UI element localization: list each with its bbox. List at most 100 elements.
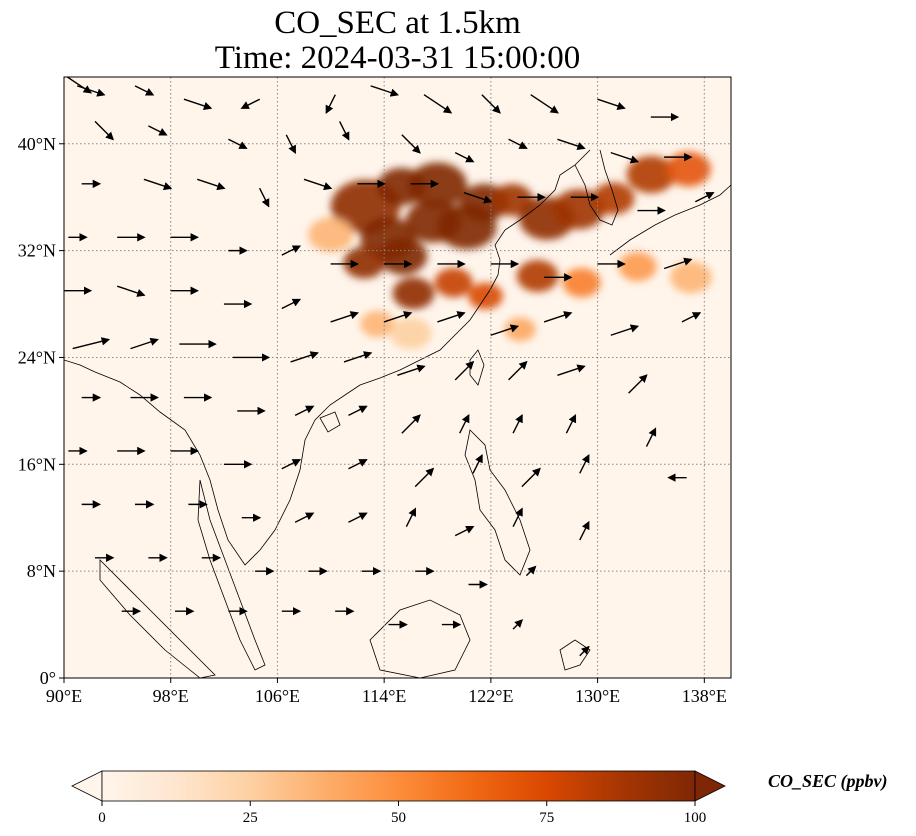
coastline-korea xyxy=(574,149,619,226)
co-plume xyxy=(665,151,711,187)
coastline-sumatra xyxy=(99,559,216,678)
wind-arrow xyxy=(330,311,359,323)
co-plume xyxy=(343,246,385,279)
wind-arrow xyxy=(281,245,302,256)
co-plume xyxy=(378,237,428,275)
wind-arrow xyxy=(512,619,524,630)
wind-arrow xyxy=(459,413,470,434)
co-plume xyxy=(308,217,354,252)
wind-arrow xyxy=(397,364,426,376)
wind-arrow xyxy=(240,98,261,109)
co-plume xyxy=(626,155,676,194)
wind-arrow xyxy=(72,337,111,350)
co-plume xyxy=(360,310,395,338)
wind-arrow xyxy=(610,151,640,164)
colorbar-extend-min xyxy=(71,770,103,802)
wind-arrow xyxy=(579,520,590,541)
wind-arrow xyxy=(525,565,537,577)
co-plume xyxy=(618,251,657,282)
x-tick-label: 106°E xyxy=(255,686,300,706)
wind-arrow xyxy=(508,138,528,149)
wind-arrow xyxy=(512,413,523,434)
x-tick-label: 130°E xyxy=(575,686,620,706)
wind-arrow xyxy=(530,94,559,114)
wind-arrow xyxy=(383,311,413,323)
wind-arrow xyxy=(557,138,586,151)
x-tick-label: 138°E xyxy=(682,686,727,706)
wind-arrow xyxy=(695,192,715,203)
x-tick-label: 114°E xyxy=(362,686,407,706)
wind-arrow xyxy=(508,360,528,381)
co-plume xyxy=(434,268,473,298)
wind-arrow xyxy=(681,312,702,323)
wind-arrow xyxy=(281,298,302,310)
wind-arrow xyxy=(258,187,270,208)
colorbar-label: CO_SEC (ppbv) xyxy=(768,771,888,791)
wind-arrow xyxy=(294,512,315,523)
co-plume xyxy=(491,183,534,216)
wind-arrow xyxy=(94,120,115,141)
wind-arrow xyxy=(437,311,466,323)
wind-arrow xyxy=(557,364,586,376)
longitude-ticks: 90°E 98°E 106°E 114°E 122°E 130°E 138°E xyxy=(46,678,727,706)
wind-arrow xyxy=(663,257,693,270)
wind-arrow xyxy=(370,85,399,97)
y-tick-label: 40°N xyxy=(18,134,56,154)
coastline-sulawesi xyxy=(559,639,591,671)
co-plume xyxy=(592,182,635,215)
wind-arrow xyxy=(565,413,577,434)
wind-arrow xyxy=(134,85,155,96)
colorbar-extend-max xyxy=(694,770,726,802)
wind-arrow xyxy=(481,94,501,114)
wind-arrow xyxy=(343,351,373,363)
colorbar-tick-label: 50 xyxy=(391,810,406,826)
wind-arrow xyxy=(116,285,146,297)
y-tick-label: 16°N xyxy=(18,454,56,474)
wind-arrow xyxy=(521,467,541,488)
wind-arrow xyxy=(197,178,226,191)
wind-arrow xyxy=(339,121,350,141)
wind-arrow xyxy=(579,645,590,657)
wind-arrow xyxy=(405,507,416,528)
coastline-malay-peninsula xyxy=(197,479,266,671)
coastline-china xyxy=(344,149,591,396)
wind-arrow xyxy=(401,414,421,434)
wind-arrow xyxy=(628,374,648,394)
x-tick-label: 122°E xyxy=(468,686,513,706)
colorbar-gradient xyxy=(101,770,696,802)
coastline-japan xyxy=(609,184,731,256)
wind-arrow xyxy=(303,178,333,191)
map-title: CO_SEC at 1.5km xyxy=(274,5,521,41)
coastline-hainan xyxy=(319,411,341,433)
map-plot-area xyxy=(64,77,731,678)
wind-arrow xyxy=(143,178,173,191)
wind-arrow xyxy=(183,98,213,110)
wind-arrow xyxy=(348,459,368,470)
y-tick-label: 8°N xyxy=(27,561,56,581)
wind-arrow xyxy=(597,98,626,110)
co-plume xyxy=(392,277,435,310)
coastline-taiwan xyxy=(469,349,485,386)
map-timestamp: Time: 2024-03-31 15:00:00 xyxy=(214,40,581,76)
wind-arrow xyxy=(472,454,483,474)
wind-arrow xyxy=(348,405,368,417)
map-frame xyxy=(63,76,732,679)
co-plume xyxy=(516,259,559,293)
wind-arrow xyxy=(463,192,493,204)
coastline-borneo xyxy=(369,599,471,678)
wind-arrow xyxy=(130,337,159,350)
wind-arrow xyxy=(66,77,93,94)
x-tick-label: 90°E xyxy=(46,686,82,706)
wind-arrow xyxy=(645,427,657,447)
latitude-ticks: 0° 8°N 16°N 24°N 32°N 40°N xyxy=(18,134,64,688)
colorbar-tick-label: 100 xyxy=(684,810,707,826)
wind-arrow xyxy=(76,85,106,97)
coastline-indochina xyxy=(64,359,346,566)
colorbar: 0 25 50 75 100 xyxy=(71,770,726,826)
colorbar-tick-label: 75 xyxy=(539,810,554,826)
y-tick-label: 32°N xyxy=(18,241,56,261)
wind-arrow xyxy=(290,351,319,363)
colorbar-tick-label: 0 xyxy=(98,810,106,826)
wind-arrow xyxy=(610,324,640,336)
coastlines xyxy=(64,149,731,678)
